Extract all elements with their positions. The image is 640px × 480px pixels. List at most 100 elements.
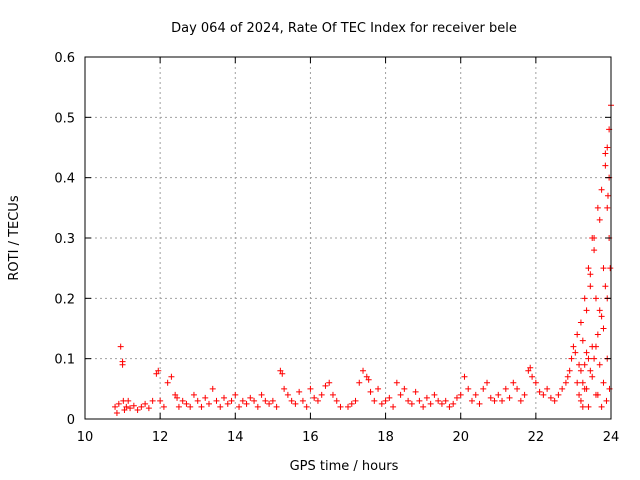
data-point xyxy=(596,361,603,368)
data-point xyxy=(228,397,235,404)
y-tick-label: 0.3 xyxy=(54,232,75,247)
data-point xyxy=(125,397,132,404)
data-point xyxy=(583,307,590,314)
data-point xyxy=(442,397,449,404)
data-point xyxy=(606,385,613,392)
data-point xyxy=(138,403,145,410)
data-point xyxy=(579,379,586,386)
data-point xyxy=(529,373,536,380)
data-point xyxy=(175,403,182,410)
data-point xyxy=(572,349,579,356)
data-point xyxy=(408,400,415,407)
y-tick-label: 0 xyxy=(67,413,75,428)
data-point xyxy=(179,397,186,404)
y-tick-label: 0.4 xyxy=(54,172,75,187)
data-point xyxy=(555,391,562,398)
data-point xyxy=(363,373,370,380)
data-point xyxy=(145,405,152,412)
data-point xyxy=(213,397,220,404)
data-point xyxy=(564,373,571,380)
data-point xyxy=(525,367,532,374)
data-point xyxy=(468,397,475,404)
data-point xyxy=(375,385,382,392)
data-point xyxy=(465,385,472,392)
data-point xyxy=(115,400,122,407)
data-point xyxy=(371,397,378,404)
data-point xyxy=(296,388,303,395)
data-point xyxy=(345,403,351,410)
data-point xyxy=(164,379,171,386)
data-point xyxy=(198,403,205,410)
data-point xyxy=(596,307,603,314)
data-point xyxy=(348,400,355,407)
data-point xyxy=(386,394,393,401)
data-point xyxy=(487,394,494,401)
grid-lines xyxy=(85,57,611,419)
data-point xyxy=(121,406,128,413)
data-point xyxy=(194,397,201,404)
x-tick-label: 14 xyxy=(227,430,244,445)
x-tick-label: 12 xyxy=(152,430,169,445)
data-point xyxy=(423,394,430,401)
data-point xyxy=(604,144,611,151)
data-point xyxy=(303,403,310,410)
data-point xyxy=(446,403,453,410)
data-point xyxy=(438,400,445,407)
data-point xyxy=(174,394,181,401)
data-point xyxy=(602,162,609,169)
axis-ticks: 10 12 14 16 18 20 22 24 0 0.1 0.2 0.3 0.4 0.5 0.6 xyxy=(54,51,619,445)
data-point xyxy=(356,379,363,386)
data-point xyxy=(397,391,404,398)
data-point xyxy=(155,367,162,374)
data-point xyxy=(236,403,243,410)
data-point xyxy=(574,379,581,386)
data-point xyxy=(254,403,261,410)
data-point xyxy=(367,388,374,395)
data-point xyxy=(591,235,598,241)
y-axis-label: ROTI / TECUs xyxy=(7,195,22,280)
data-point xyxy=(600,325,607,332)
data-point xyxy=(521,391,528,398)
data-point xyxy=(499,397,506,404)
data-point xyxy=(281,385,288,392)
data-point xyxy=(292,400,299,407)
data-point xyxy=(502,385,509,392)
y-tick-label: 0.1 xyxy=(54,353,75,368)
data-point xyxy=(382,397,389,404)
data-point xyxy=(365,376,372,383)
data-point xyxy=(123,403,130,410)
data-point xyxy=(594,391,601,398)
data-point xyxy=(598,403,605,410)
data-point xyxy=(130,402,137,409)
data-point xyxy=(577,397,584,404)
data-point xyxy=(594,204,601,211)
data-point xyxy=(600,265,607,272)
data-point xyxy=(491,397,498,404)
data-point xyxy=(299,397,306,404)
data-point xyxy=(581,361,588,368)
x-tick-label: 24 xyxy=(603,430,620,445)
data-point xyxy=(416,397,423,404)
data-point xyxy=(457,391,464,398)
data-point xyxy=(239,397,246,404)
data-point xyxy=(243,400,250,407)
data-point xyxy=(566,367,573,374)
data-point xyxy=(583,385,590,392)
x-tick-label: 16 xyxy=(302,430,319,445)
data-point xyxy=(172,391,179,398)
data-point xyxy=(322,382,329,389)
data-point xyxy=(585,355,592,362)
data-point xyxy=(221,394,228,401)
data-point xyxy=(183,400,190,407)
data-point xyxy=(587,271,594,278)
data-point xyxy=(461,373,468,380)
data-point xyxy=(587,283,594,290)
data-point xyxy=(527,364,534,371)
data-point xyxy=(427,400,434,407)
x-tick-label: 18 xyxy=(377,430,394,445)
data-point xyxy=(574,331,581,338)
data-point xyxy=(547,394,554,401)
data-point xyxy=(594,331,601,338)
data-point xyxy=(600,379,607,386)
